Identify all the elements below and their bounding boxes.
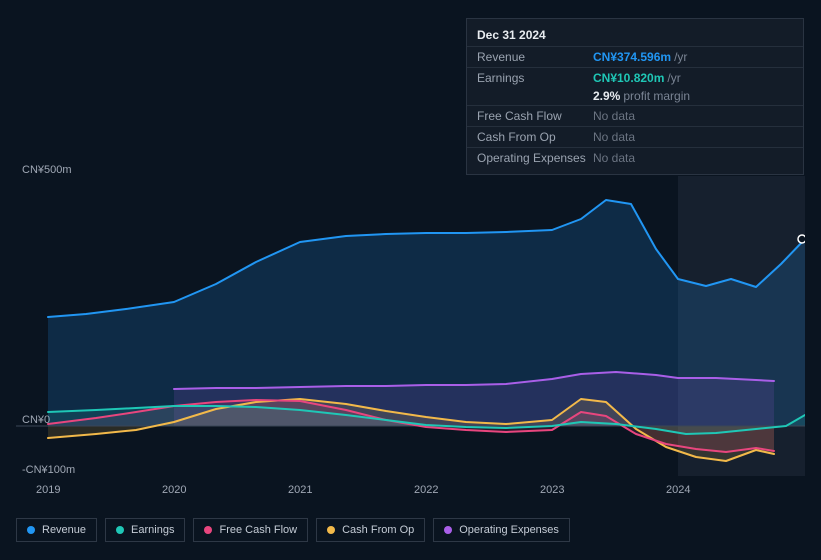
chart-legend: Revenue Earnings Free Cash Flow Cash From O… <box>16 518 570 542</box>
y-axis-label: -CN¥100m <box>22 464 75 476</box>
tooltip-metric-label: Cash From Op <box>477 129 593 145</box>
legend-dot-icon <box>27 526 35 534</box>
tooltip-metric-label: Free Cash Flow <box>477 108 593 124</box>
tooltip-metric-label: Earnings <box>477 70 593 86</box>
legend-dot-icon <box>327 526 335 534</box>
x-axis-label: 2022 <box>414 484 438 496</box>
tooltip-metric-value: No data <box>593 129 793 145</box>
tooltip-metric-label: Revenue <box>477 49 593 65</box>
x-axis-label: 2021 <box>288 484 312 496</box>
legend-item-earnings[interactable]: Earnings <box>105 518 185 542</box>
tooltip-row: Cash From OpNo data <box>467 126 803 147</box>
legend-dot-icon <box>116 526 124 534</box>
tooltip-metric-value: CN¥374.596m/yr <box>593 49 793 65</box>
legend-label: Free Cash Flow <box>219 524 297 536</box>
legend-label: Cash From Op <box>342 524 414 536</box>
financials-chart: CN¥500mCN¥0-CN¥100m 20192020202120222023… <box>16 154 805 480</box>
legend-label: Earnings <box>131 524 174 536</box>
tooltip-submetric: 2.9%profit margin <box>467 88 803 105</box>
x-axis-label: 2019 <box>36 484 60 496</box>
tooltip-row: Free Cash FlowNo data <box>467 105 803 126</box>
legend-item-cash-from-op[interactable]: Cash From Op <box>316 518 425 542</box>
y-axis-label: CN¥0 <box>22 414 50 426</box>
y-axis-label: CN¥500m <box>22 164 72 176</box>
x-axis-label: 2023 <box>540 484 564 496</box>
chart-svg <box>16 154 805 480</box>
tooltip-metric-value: No data <box>593 108 793 124</box>
legend-label: Operating Expenses <box>459 524 559 536</box>
tooltip-date: Dec 31 2024 <box>467 25 803 46</box>
x-axis-label: 2020 <box>162 484 186 496</box>
legend-dot-icon <box>444 526 452 534</box>
legend-item-revenue[interactable]: Revenue <box>16 518 97 542</box>
x-axis-label: 2024 <box>666 484 690 496</box>
legend-item-operating-expenses[interactable]: Operating Expenses <box>433 518 570 542</box>
data-tooltip: Dec 31 2024 RevenueCN¥374.596m/yrEarning… <box>466 18 804 175</box>
tooltip-metric-value: CN¥10.820m/yr <box>593 70 793 86</box>
legend-dot-icon <box>204 526 212 534</box>
legend-item-free-cash-flow[interactable]: Free Cash Flow <box>193 518 308 542</box>
legend-label: Revenue <box>42 524 86 536</box>
tooltip-row: EarningsCN¥10.820m/yr <box>467 67 803 88</box>
tooltip-row: RevenueCN¥374.596m/yr <box>467 46 803 67</box>
